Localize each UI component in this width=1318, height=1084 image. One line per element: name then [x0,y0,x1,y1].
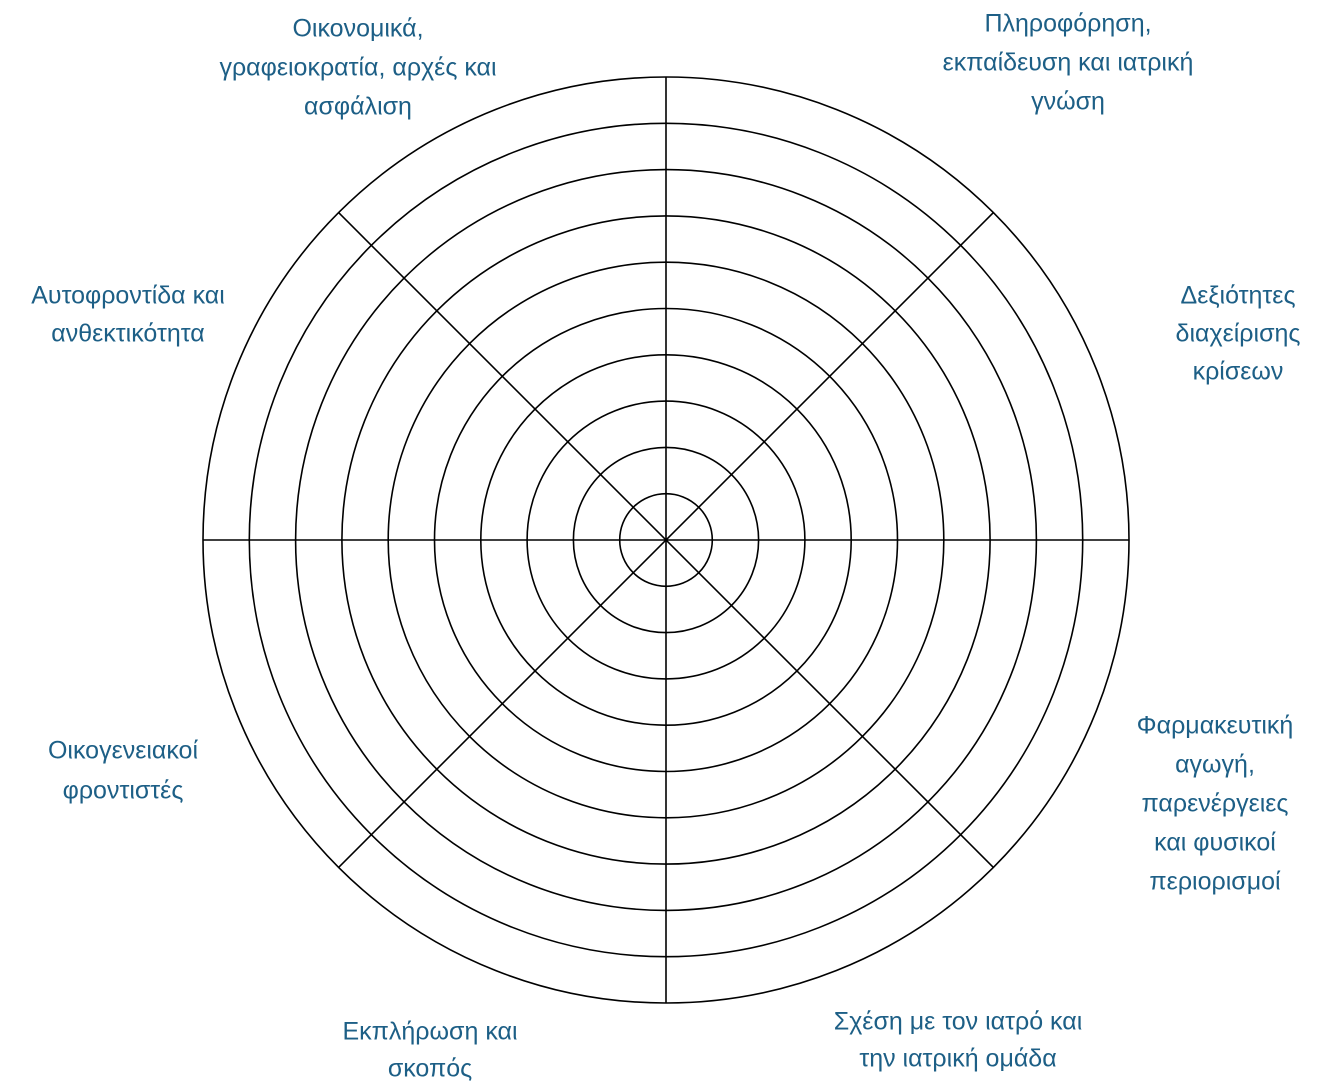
label-line: Δεξιότητες [1181,282,1296,310]
spoke [338,212,994,868]
label-line: εκπαίδευση και ιατρική [943,49,1194,77]
label-line: Οικονομικά, [292,15,423,43]
label-line: ανθεκτικότητα [51,320,204,348]
label-line: Σχέση με τον ιατρό και [834,1008,1083,1036]
label-line: και φυσικοί [1154,829,1276,857]
segment-label: Δεξιότητες διαχείρισης κρίσεων [1176,282,1301,386]
segment-label: Οικονομικά, γραφειοκρατία, αρχές και ασφάλ… [219,15,496,121]
label-line: αγωγή, [1175,751,1255,779]
label-line: Φαρμακευτική [1137,712,1294,740]
label-line: περιορισμοί [1149,868,1281,896]
label-line: Εκπλήρωση και [342,1018,517,1046]
segment-label: Εκπλήρωση και σκοπός [342,1018,517,1083]
label-line: διαχείρισης [1176,320,1301,348]
wheel [202,76,1130,1004]
segment-label: Πληροφόρηση, εκπαίδευση και ιατρική γνώση [943,10,1194,116]
segment-label: Αυτοφροντίδα και ανθεκτικότητα [31,282,225,348]
label-line: γραφειοκρατία, αρχές και [219,54,496,82]
label-line: γνώση [1031,88,1105,116]
label-line: Πληροφόρηση, [984,10,1151,38]
label-line: φροντιστές [63,777,184,805]
segment-label: Σχέση με τον ιατρό και την ιατρική ομάδα [834,1008,1083,1073]
labels: Οικονομικά, γραφειοκρατία, αρχές και ασφάλ… [31,10,1300,1083]
label-line: την ιατρική ομάδα [859,1045,1056,1073]
segment-label: Φαρμακευτική αγωγή, παρενέργειες και φυσικο… [1137,712,1294,896]
label-line: Αυτοφροντίδα και [31,282,225,310]
label-line: σκοπός [388,1055,472,1083]
label-line: Οικογενειακοί [48,737,198,765]
label-line: κρίσεων [1193,358,1284,386]
label-line: παρενέργειες [1142,790,1289,818]
label-line: ασφάλιση [304,93,412,121]
segment-label: Οικογενειακοί φροντιστές [48,737,198,805]
